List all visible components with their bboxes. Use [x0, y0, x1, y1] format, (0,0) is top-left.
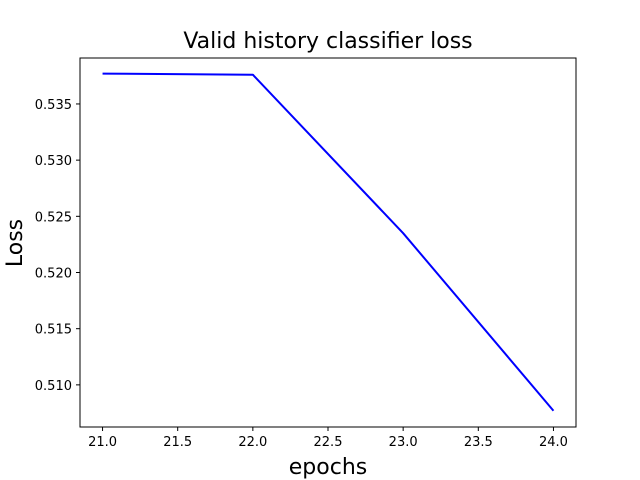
series-layer	[102, 72, 555, 412]
x-tick-label: 21.5	[163, 435, 192, 450]
x-tick-label: 22.0	[238, 435, 267, 450]
y-tick-label: 0.530	[35, 154, 72, 169]
x-tick-label: 21.0	[88, 435, 117, 450]
y-tick-label: 0.535	[35, 98, 72, 113]
x-tick-label: 23.0	[389, 435, 418, 450]
y-tick-label: 0.525	[35, 210, 72, 225]
x-tick-label: 22.5	[314, 435, 343, 450]
y-tick-label: 0.515	[35, 323, 72, 338]
y-tick-label: 0.520	[35, 267, 72, 282]
plot-area	[79, 57, 577, 428]
x-axis-label: epochs	[289, 455, 367, 480]
y-axis-label: Loss	[3, 219, 28, 267]
x-tick-label: 23.5	[464, 435, 493, 450]
y-tick-label: 0.510	[35, 379, 72, 394]
x-tick-label: 24.0	[539, 435, 568, 450]
chart-title: Valid history classifier loss	[183, 29, 472, 54]
x-axis-ticks: 21.0 21.5 22.0 22.5 23.0 23.5 24.0	[88, 427, 568, 450]
y-axis-ticks: 0.510 0.515 0.520 0.525 0.530 0.535	[35, 98, 80, 394]
series-line-0	[102, 72, 555, 412]
